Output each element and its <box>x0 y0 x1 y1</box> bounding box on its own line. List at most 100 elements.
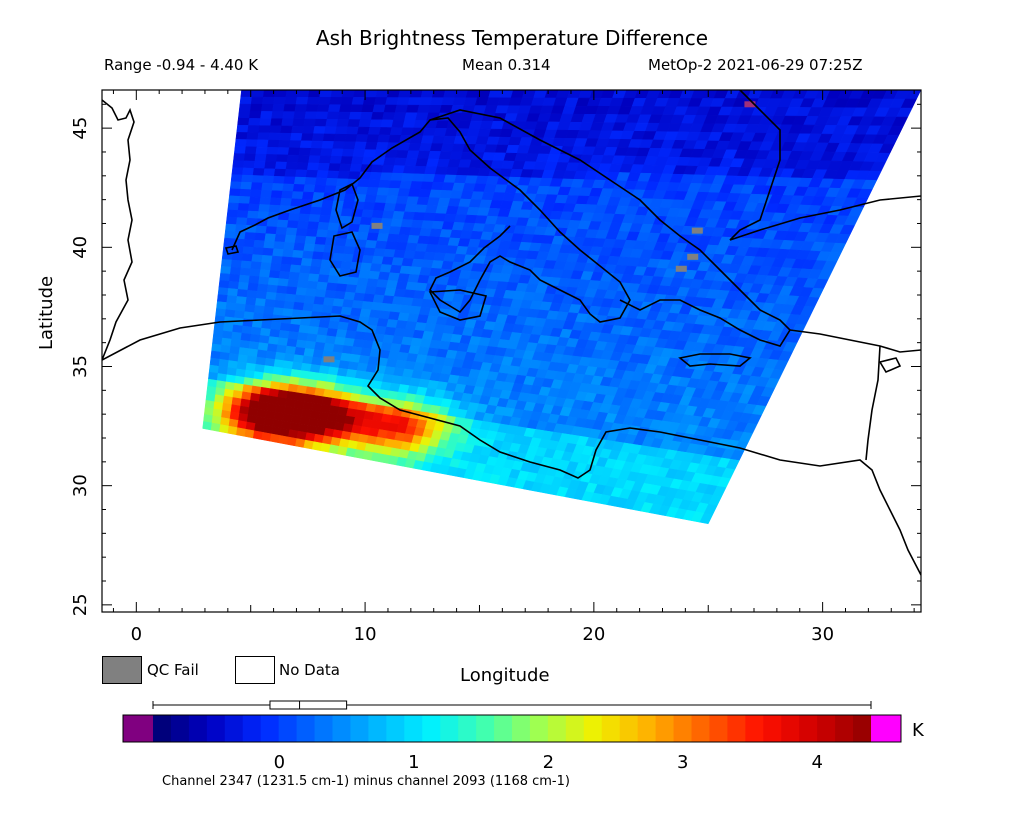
x-axis-label: Longitude <box>460 665 550 686</box>
swath-cell <box>303 118 317 127</box>
swath-cell <box>294 235 307 244</box>
swath-cell <box>372 157 386 166</box>
swath-cell <box>295 228 308 237</box>
swath-cell <box>319 266 332 276</box>
swath-cell <box>231 331 243 341</box>
swath-cell <box>343 193 357 202</box>
swath-cell <box>284 353 296 363</box>
swath-cell <box>310 140 324 149</box>
swath-cell <box>231 252 244 262</box>
swath-cell <box>332 298 345 308</box>
swath-cell <box>324 126 337 135</box>
swath-cell <box>235 296 248 305</box>
swath-cell <box>399 180 413 190</box>
swath-cell <box>303 348 315 358</box>
swath-cell <box>335 126 349 135</box>
swath-cell <box>408 142 422 152</box>
swath-cell <box>264 161 277 170</box>
colorbar-segment <box>745 715 764 742</box>
swath-cell <box>267 277 280 287</box>
swath-cell <box>352 201 366 210</box>
swath-cell <box>248 203 260 212</box>
swath-cell <box>219 273 231 282</box>
swath-cell <box>240 260 253 270</box>
swath-cell <box>418 97 433 106</box>
swath-cell <box>291 309 304 319</box>
swath-cell <box>312 349 325 359</box>
swath-cell <box>300 133 314 142</box>
coastline-europe <box>102 99 135 361</box>
swath-cell <box>271 183 285 192</box>
swath-cell <box>364 90 378 98</box>
swath-cell <box>330 148 344 157</box>
swath-cell <box>296 90 310 98</box>
swath-cell <box>286 154 300 163</box>
swath-cell <box>316 229 329 238</box>
colorbar-segment <box>368 715 387 742</box>
swath-cell <box>269 125 282 134</box>
swath-cell <box>285 345 297 355</box>
swath-cell <box>324 335 337 345</box>
swath-cell <box>355 285 368 295</box>
swath-heatmap <box>202 90 921 525</box>
colorbar-segment <box>709 715 728 742</box>
swath-cell <box>288 271 301 281</box>
swath-cell <box>233 153 246 162</box>
swath-cell <box>273 96 287 105</box>
colorbar-tick-label: 1 <box>408 752 419 773</box>
swath-cell <box>382 112 396 121</box>
swath-cell <box>422 127 437 137</box>
swath-cell <box>334 238 348 247</box>
swath-cell <box>366 134 380 143</box>
swath-cell <box>261 320 273 330</box>
colorbar-over <box>871 715 901 742</box>
swath-cell <box>243 153 257 162</box>
swath-cell <box>276 285 288 295</box>
swath-cell <box>325 119 339 127</box>
swath-cell <box>295 339 308 349</box>
colorbar-segment <box>314 715 334 742</box>
swath-cell <box>312 251 324 261</box>
swath-cell <box>339 104 353 113</box>
swath-cell <box>433 127 448 137</box>
swath-cell <box>268 132 281 141</box>
swath-cell <box>228 195 241 204</box>
swath-cell <box>252 430 264 440</box>
swath-cell <box>258 125 271 134</box>
island-sardinia <box>329 231 361 277</box>
swath-cell <box>420 135 435 144</box>
swath-cell <box>272 307 285 317</box>
swath-cell <box>248 275 260 285</box>
swath-cell <box>282 249 294 258</box>
swath-cell <box>230 174 243 183</box>
swath-cell <box>281 190 294 200</box>
swath-cell <box>290 198 303 207</box>
colorbar-segment <box>619 715 639 742</box>
swath-cell <box>302 191 315 201</box>
swath-cell <box>356 277 369 287</box>
colorbar-segment <box>799 715 818 742</box>
swath-cell <box>235 303 247 312</box>
swath-cell <box>318 155 332 164</box>
swath-cell <box>304 177 317 186</box>
swath-cell <box>212 329 224 339</box>
swath-cell <box>229 273 241 283</box>
swath-cell <box>269 328 281 338</box>
swath-cell <box>261 432 272 442</box>
swath-cell <box>327 104 342 113</box>
swath-cell <box>260 327 272 337</box>
swath-cell <box>372 104 386 113</box>
swath-cell <box>262 247 274 257</box>
coastline-anatolia-south <box>789 329 921 353</box>
swath-cell <box>300 258 313 267</box>
swath-cell <box>266 284 279 294</box>
swath-cell <box>329 313 342 323</box>
swath-cell <box>355 134 369 143</box>
swath-cell <box>292 249 304 259</box>
swath-cell <box>358 224 371 234</box>
swath-cell <box>353 292 366 302</box>
swath-cell <box>347 223 361 233</box>
swath-cell <box>279 132 292 141</box>
y-tick-label: 45 <box>70 117 91 140</box>
swath-cell <box>390 172 404 182</box>
